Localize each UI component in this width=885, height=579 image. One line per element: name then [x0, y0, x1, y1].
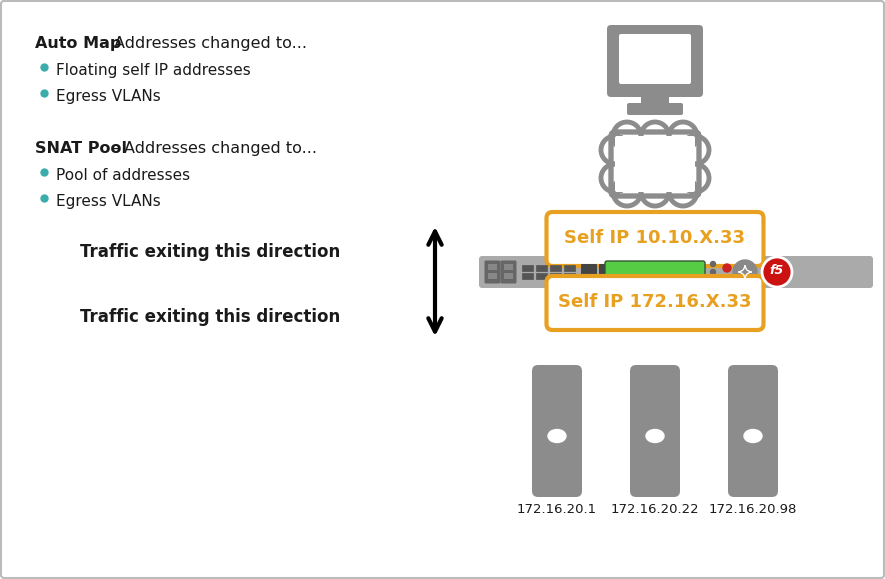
FancyBboxPatch shape — [728, 365, 778, 497]
FancyBboxPatch shape — [607, 25, 703, 97]
FancyBboxPatch shape — [615, 136, 695, 192]
FancyBboxPatch shape — [536, 273, 547, 279]
Text: Auto Map: Auto Map — [35, 36, 121, 51]
Circle shape — [733, 260, 757, 284]
FancyBboxPatch shape — [564, 273, 575, 279]
Text: Egress VLANs: Egress VLANs — [56, 194, 161, 209]
FancyBboxPatch shape — [641, 91, 669, 107]
Circle shape — [762, 257, 792, 287]
Circle shape — [711, 262, 715, 266]
FancyBboxPatch shape — [550, 273, 561, 279]
FancyBboxPatch shape — [547, 276, 764, 330]
FancyBboxPatch shape — [484, 261, 501, 284]
FancyBboxPatch shape — [627, 103, 683, 115]
Text: Self IP 172.16.X.33: Self IP 172.16.X.33 — [558, 293, 751, 311]
Circle shape — [669, 122, 697, 150]
FancyBboxPatch shape — [501, 261, 517, 284]
Circle shape — [601, 164, 629, 192]
FancyBboxPatch shape — [522, 273, 533, 279]
Text: SNAT Pool: SNAT Pool — [35, 141, 127, 156]
Circle shape — [632, 277, 636, 283]
FancyBboxPatch shape — [536, 265, 547, 271]
FancyBboxPatch shape — [564, 265, 575, 271]
Ellipse shape — [548, 430, 566, 442]
Circle shape — [641, 178, 669, 206]
FancyBboxPatch shape — [532, 365, 582, 497]
Text: Egress VLANs: Egress VLANs — [56, 89, 161, 104]
FancyBboxPatch shape — [619, 34, 691, 84]
FancyBboxPatch shape — [630, 365, 680, 497]
Circle shape — [601, 136, 629, 164]
Circle shape — [723, 264, 731, 272]
FancyBboxPatch shape — [605, 261, 705, 283]
Text: - Addresses changed to...: - Addresses changed to... — [98, 36, 307, 51]
FancyBboxPatch shape — [504, 273, 513, 279]
Circle shape — [681, 136, 709, 164]
Circle shape — [613, 178, 641, 206]
Text: Self IP 10.10.X.33: Self IP 10.10.X.33 — [565, 229, 745, 247]
FancyBboxPatch shape — [550, 265, 561, 271]
Ellipse shape — [744, 430, 762, 442]
Circle shape — [613, 122, 641, 150]
Circle shape — [632, 262, 636, 266]
Circle shape — [711, 277, 715, 283]
FancyBboxPatch shape — [488, 273, 497, 279]
Text: Floating self IP addresses: Floating self IP addresses — [56, 63, 250, 78]
Text: 172.16.20.22: 172.16.20.22 — [611, 503, 699, 516]
Circle shape — [681, 164, 709, 192]
FancyBboxPatch shape — [479, 256, 873, 288]
FancyBboxPatch shape — [547, 212, 764, 266]
Text: - Addresses changed to...: - Addresses changed to... — [108, 141, 317, 156]
Text: 172.16.20.98: 172.16.20.98 — [709, 503, 797, 516]
Text: Traffic exiting this direction: Traffic exiting this direction — [80, 308, 340, 326]
Text: f5: f5 — [770, 265, 784, 277]
Circle shape — [711, 269, 715, 274]
FancyBboxPatch shape — [581, 264, 597, 280]
Text: Pool of addresses: Pool of addresses — [56, 168, 190, 183]
Circle shape — [669, 178, 697, 206]
Text: 172.16.20.1: 172.16.20.1 — [517, 503, 597, 516]
Circle shape — [641, 122, 669, 150]
Ellipse shape — [646, 430, 664, 442]
FancyBboxPatch shape — [488, 264, 497, 270]
FancyBboxPatch shape — [504, 264, 513, 270]
FancyBboxPatch shape — [522, 265, 533, 271]
Circle shape — [632, 269, 636, 274]
Text: Traffic exiting this direction: Traffic exiting this direction — [80, 243, 340, 261]
FancyBboxPatch shape — [599, 264, 615, 280]
FancyBboxPatch shape — [611, 132, 699, 196]
